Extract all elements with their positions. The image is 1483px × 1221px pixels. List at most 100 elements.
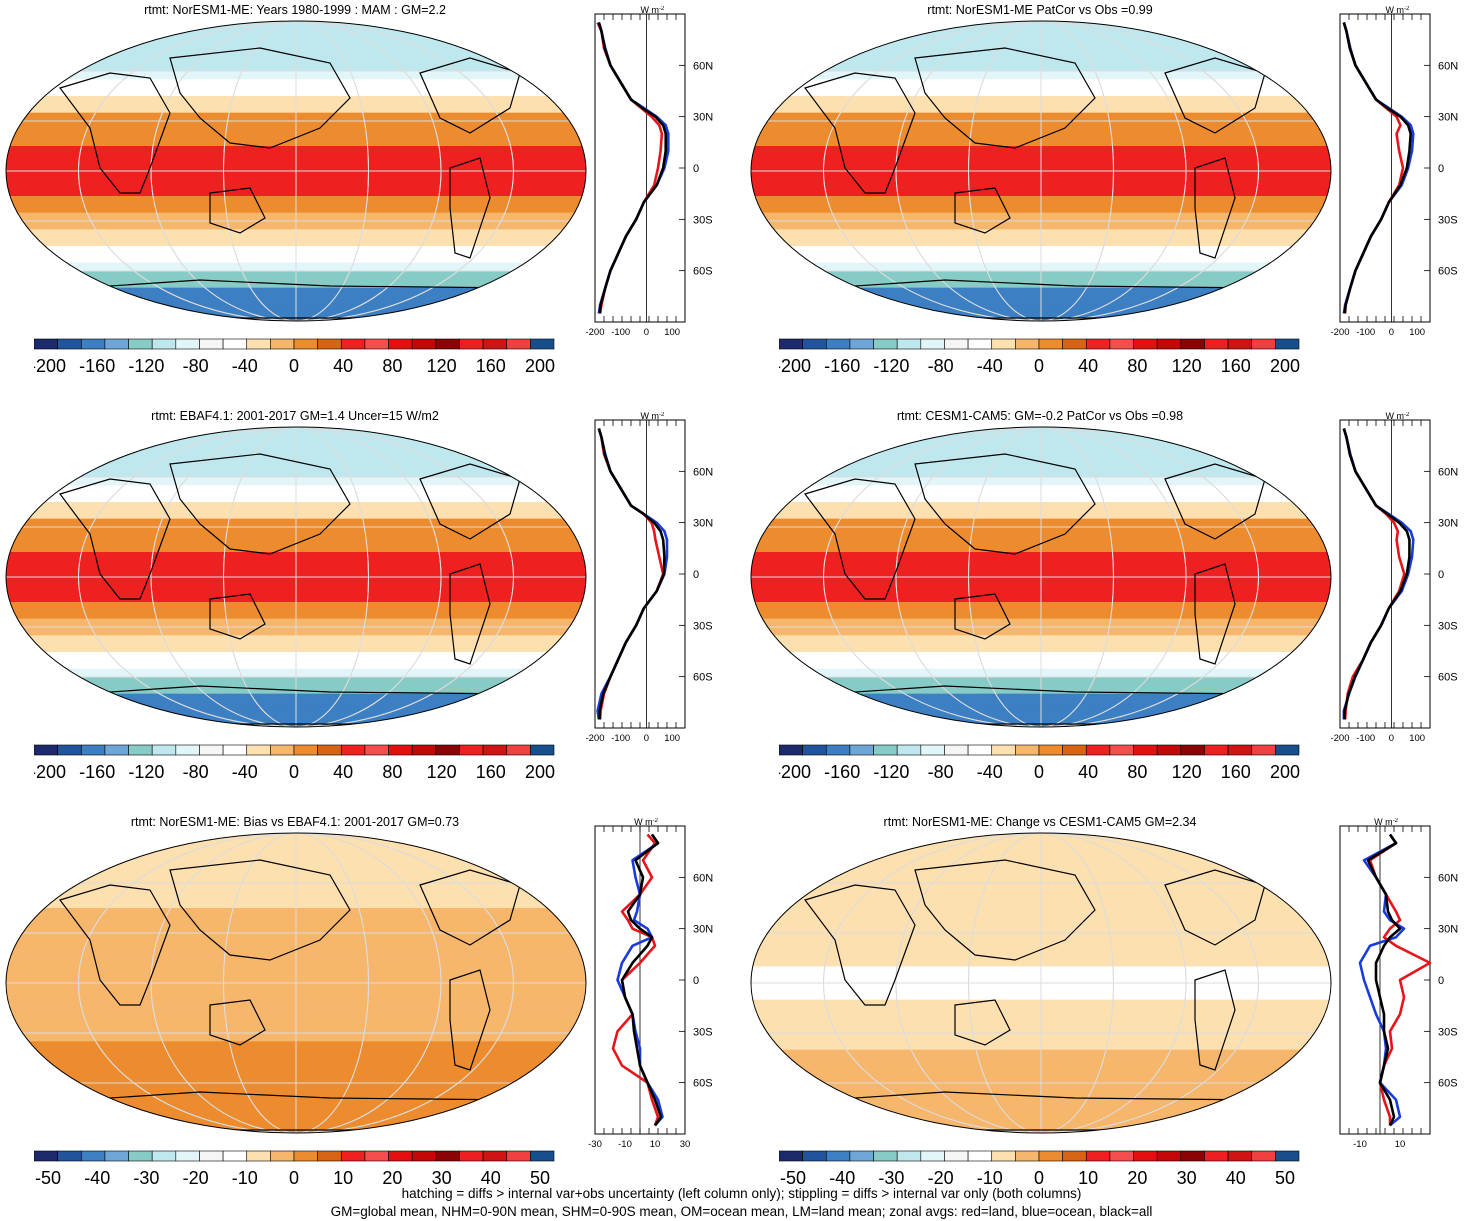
colorbar-swatch: [459, 1150, 484, 1162]
colorbar-swatch: [1062, 338, 1087, 350]
colorbar-tick-label: -80: [928, 762, 954, 782]
colorbar-swatch: [1156, 744, 1182, 756]
colorbar-tick-label: 160: [1221, 356, 1251, 376]
colorbar-tick-label: -160: [824, 356, 860, 376]
colorbar-swatch: [1062, 1150, 1087, 1162]
zonal-mean-line: [597, 22, 668, 314]
colorbar-swatch: [317, 744, 342, 756]
zonal-mean-line: [1342, 428, 1411, 720]
zonal-mean-line: [620, 833, 663, 1127]
colorbar-swatch: [340, 744, 366, 756]
zonal-x-tick-label: -100: [611, 327, 630, 338]
colorbar-tick-label: -200: [779, 762, 811, 782]
colorbar-swatch: [1085, 338, 1111, 350]
zonal-unit-label: W m-2: [1374, 818, 1398, 827]
zonal-unit-label: W m-2: [1386, 6, 1410, 15]
zonal-unit-label: W m-2: [634, 818, 658, 827]
colorbar-tick-label: 80: [382, 356, 402, 376]
colorbar-swatch: [1133, 1150, 1158, 1162]
colorbar-tick-label: 80: [1127, 356, 1147, 376]
world-map: [750, 832, 1332, 1134]
zonal-y-tick-label: 30S: [693, 1026, 713, 1038]
world-map: [5, 832, 587, 1134]
colorbar-swatch: [967, 744, 993, 756]
world-map: [5, 20, 587, 322]
colorbar-swatch: [459, 338, 484, 350]
zonal-x-tick-label: -100: [1356, 733, 1375, 744]
colorbar-swatch: [1204, 744, 1229, 756]
colorbar-swatch: [506, 744, 531, 756]
zonal-x-tick-label: 100: [1409, 327, 1425, 338]
colorbar-swatch: [849, 338, 874, 350]
colorbar-swatch: [222, 744, 248, 756]
colorbar-tick-label: 40: [1078, 762, 1098, 782]
colorbar-swatch: [435, 1150, 460, 1162]
colorbar-tick-label: 0: [1034, 762, 1044, 782]
zonal-x-tick-label: -200: [1330, 327, 1349, 338]
colorbar-swatch: [482, 744, 508, 756]
colorbar-swatch: [270, 744, 295, 756]
colorbar-tick-label: -120: [128, 356, 164, 376]
colorbar: -200 -160 -120 -80 -40 0 40 80 120 160 200: [779, 744, 1300, 782]
zonal-x-tick-label: 30: [680, 1139, 691, 1150]
zonal-y-tick-label: 30N: [693, 924, 713, 936]
world-map: [750, 426, 1332, 728]
colorbar-swatch: [435, 744, 460, 756]
zonal-y-tick-label: 60S: [693, 266, 713, 278]
panel-4: rtmt: CESM1-CAM5: GM=-0.2 PatCor vs Obs …: [745, 406, 1483, 806]
zonal-y-tick-label: 30N: [1438, 518, 1458, 530]
zonal-y-tick-label: 0: [693, 975, 699, 987]
zonal-x-tick-label: 10: [1395, 1139, 1406, 1150]
colorbar-tick-label: 200: [525, 762, 555, 782]
zonal-mean-line: [597, 428, 665, 720]
colorbar-swatch: [388, 1150, 413, 1162]
colorbar-swatch: [199, 1150, 224, 1162]
colorbar-swatch: [1204, 1150, 1229, 1162]
colorbar-swatch: [1251, 744, 1276, 756]
colorbar-swatch: [364, 1150, 389, 1162]
zonal-x-tick-label: -200: [585, 733, 604, 744]
colorbar-swatch: [222, 1150, 248, 1162]
colorbar-swatch: [849, 744, 874, 756]
colorbar-tick-label: -80: [928, 356, 954, 376]
colorbar-swatch: [991, 744, 1016, 756]
colorbar-swatch: [530, 1150, 555, 1162]
colorbar-swatch: [388, 338, 413, 350]
colorbar-swatch: [293, 744, 318, 756]
colorbar-tick-label: -200: [779, 356, 811, 376]
colorbar-tick-label: -20: [928, 1168, 954, 1188]
colorbar-swatch: [104, 1150, 129, 1162]
colorbar-swatch: [34, 744, 58, 756]
colorbar-swatch: [270, 1150, 295, 1162]
world-map: [750, 20, 1332, 322]
colorbar-swatch: [435, 338, 460, 350]
footer-note-2: GM=global mean, NHM=0-90N mean, SHM=0-90…: [330, 1204, 1153, 1219]
zonal-x-tick-label: 100: [664, 327, 680, 338]
colorbar-swatch: [1180, 338, 1205, 350]
colorbar-swatch: [128, 338, 153, 350]
colorbar-swatch: [57, 744, 82, 756]
colorbar-swatch: [175, 744, 200, 756]
colorbar-tick-label: 20: [382, 1168, 402, 1188]
colorbar-swatch: [1038, 338, 1063, 350]
colorbar: -50 -40 -30 -20 -10 0 10 20 30 40 50: [779, 1150, 1300, 1188]
colorbar-swatch: [849, 1150, 874, 1162]
colorbar-swatch: [80, 338, 106, 350]
colorbar-swatch: [175, 338, 200, 350]
colorbar-tick-label: -30: [133, 1168, 159, 1188]
colorbar-swatch: [1156, 338, 1182, 350]
colorbar-tick-label: 40: [1226, 1168, 1246, 1188]
colorbar-swatch: [920, 1150, 945, 1162]
zonal-mean-line: [1342, 428, 1406, 720]
colorbar-swatch: [825, 338, 851, 350]
zonal-y-tick-label: 60N: [1438, 872, 1458, 884]
colorbar-swatch: [1227, 338, 1253, 350]
zonal-y-tick-label: 30S: [1438, 620, 1458, 632]
colorbar-swatch: [944, 1150, 969, 1162]
zonal-mean-line: [1358, 833, 1406, 1127]
colorbar-tick-label: 0: [1034, 1168, 1044, 1188]
zonal-x-tick-label: 0: [1389, 733, 1394, 744]
colorbar-swatch: [1133, 744, 1158, 756]
colorbar-swatch: [34, 1150, 58, 1162]
colorbar-swatch: [482, 1150, 508, 1162]
